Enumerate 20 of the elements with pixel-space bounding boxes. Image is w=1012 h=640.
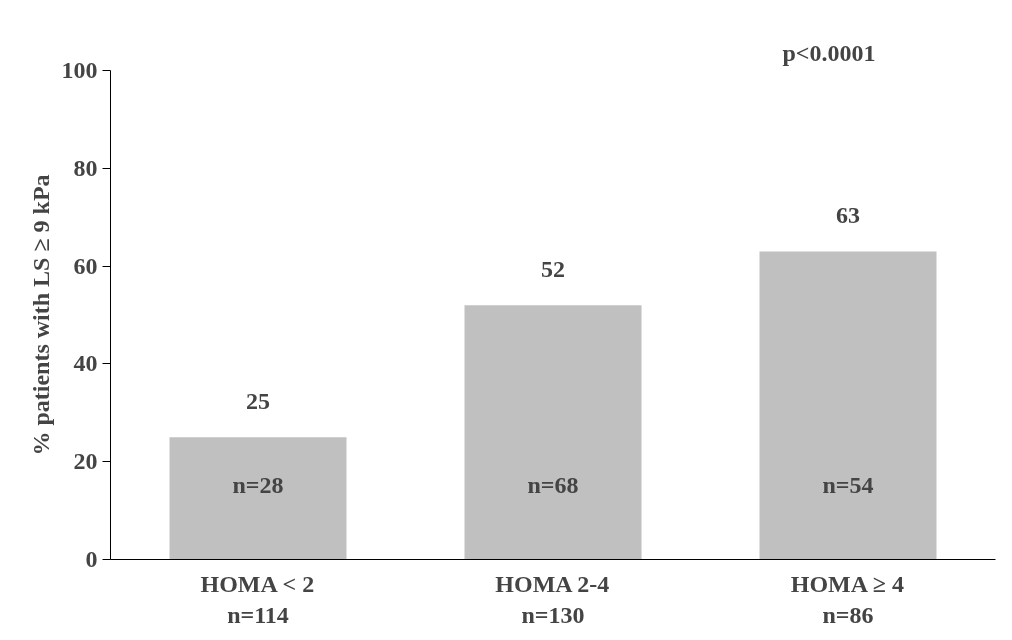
bar [759, 251, 937, 560]
x-tick-label: HOMA < 2 n=114 [200, 570, 315, 628]
annotation: n=54 [822, 471, 874, 498]
y-tick-label: 80 [73, 154, 98, 181]
y-tick-label: 0 [85, 546, 98, 572]
y-tick-label: 40 [73, 350, 98, 377]
y-tick-label: 100 [61, 57, 98, 83]
y-tick-label: 20 [73, 448, 98, 475]
annotation: n=68 [527, 471, 579, 498]
x-tick-label: HOMA ≥ 4 n=86 [790, 570, 904, 628]
data-label: 63 [836, 202, 860, 229]
bar [169, 437, 347, 560]
data-label: 25 [246, 388, 270, 415]
annotation: n=28 [232, 471, 284, 498]
x-tick-label: HOMA 2-4 n=130 [495, 570, 610, 628]
data-label: 52 [541, 256, 565, 283]
text: p<0.0001 [782, 39, 876, 66]
y-tick-label: 60 [73, 252, 98, 279]
bar [464, 305, 642, 560]
y-axis-title: % patients with LS ≥ 9 kPa [27, 174, 54, 456]
